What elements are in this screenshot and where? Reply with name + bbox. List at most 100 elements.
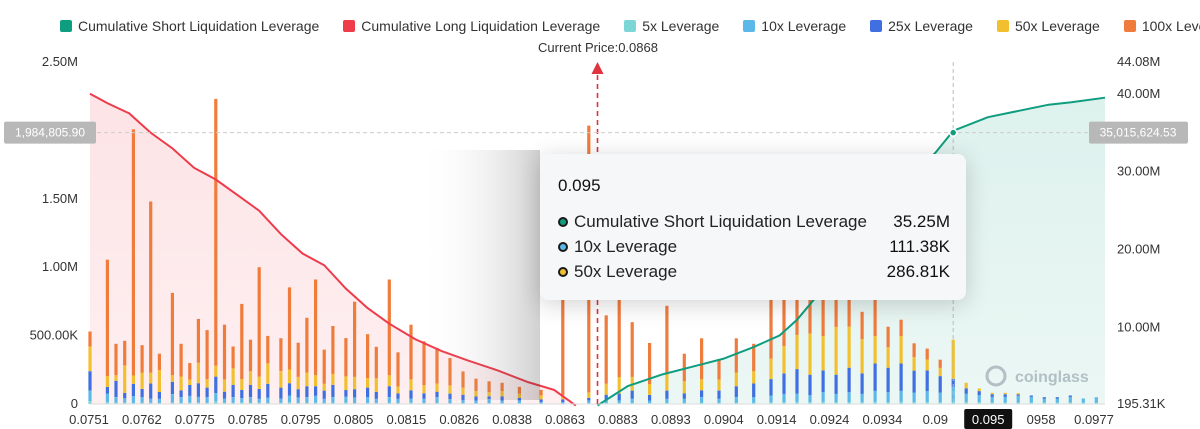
bar-segment: [157, 392, 161, 399]
bar-segment: [847, 326, 851, 368]
x-axis-tick-label: 0.095: [972, 412, 1005, 427]
bar-segment: [938, 367, 942, 377]
bar-segment: [366, 334, 370, 378]
bar-segment: [717, 402, 721, 404]
bar-segment: [821, 336, 825, 371]
bar-segment: [287, 369, 292, 384]
bar-segment: [1029, 396, 1033, 403]
bar-segment: [873, 336, 877, 364]
bar-segment: [886, 401, 890, 404]
legend-swatch: [996, 20, 1009, 32]
tooltip-row-value: 111.38K: [889, 237, 950, 256]
bar-segment: [287, 402, 292, 404]
legend-item-5x[interactable]: 5x Leverage: [624, 18, 719, 34]
bar-segment: [105, 393, 109, 402]
legend-item-50x[interactable]: 50x Leverage: [996, 18, 1100, 34]
legend-label: 5x Leverage: [642, 18, 720, 34]
x-axis-tick-label: 0.0785: [228, 412, 268, 427]
bar-segment: [287, 287, 292, 370]
bar-segment: [188, 363, 192, 380]
x-axis-tick-label: 0.0762: [122, 412, 162, 427]
left-axis-tick-label: 500.00K: [30, 328, 79, 343]
bar-segment: [196, 396, 200, 403]
bar-segment: [149, 398, 153, 403]
legend-item-100x[interactable]: 100x Leverage: [1123, 18, 1200, 34]
bar-segment: [951, 402, 955, 404]
bar-segment: [196, 318, 200, 363]
bar-segment: [717, 359, 721, 380]
bar-segment: [873, 363, 877, 391]
bar-segment: [105, 376, 109, 387]
bar-segment: [396, 398, 400, 403]
tooltip-row-value: 286.81K: [886, 262, 950, 281]
bar-segment: [964, 388, 968, 394]
legend-item-10x[interactable]: 10x Leverage: [743, 18, 846, 34]
bar-segment: [366, 397, 370, 403]
bar-segment: [682, 393, 686, 399]
legend-swatch: [870, 20, 883, 32]
bar-segment: [179, 376, 183, 391]
right-axis-tick-label: 30.00M: [1117, 164, 1160, 179]
x-axis-tick-label: 0.0815: [386, 412, 426, 427]
right-axis-tick-label: 10.00M: [1117, 320, 1160, 335]
bar-segment: [1029, 395, 1033, 397]
left-axis-tick-label: 1.50M: [42, 191, 78, 206]
bar-segment: [1016, 402, 1020, 404]
bar-segment: [1003, 394, 1007, 397]
bar-segment: [279, 398, 283, 403]
legend-item-cumulative-short[interactable]: Cumulative Short Liquidation Leverage: [60, 18, 319, 34]
bar-segment: [700, 390, 704, 398]
bar-segment: [782, 393, 786, 403]
bar-segment: [938, 359, 942, 368]
bar-segment: [374, 398, 378, 403]
bar-segment: [1055, 397, 1059, 399]
crosshair-right-badge: [1089, 121, 1188, 144]
bar-segment: [808, 333, 812, 375]
bar-segment: [123, 398, 127, 403]
bar-segment: [305, 317, 309, 373]
bar-segment: [847, 292, 851, 327]
bar-segment: [205, 402, 209, 404]
bar-segment: [131, 383, 135, 397]
long-area: [90, 93, 576, 406]
bar-segment: [977, 391, 981, 396]
tooltip-row-value: 35.25M: [893, 212, 950, 231]
chart-legend: Cumulative Short Liquidation Leverage Cu…: [60, 18, 1200, 34]
bar-segment: [88, 390, 92, 402]
bar-segment: [1068, 395, 1072, 397]
bar-segment: [248, 402, 253, 404]
bar-segment: [353, 376, 357, 390]
legend-item-cumulative-long[interactable]: Cumulative Long Liquidation Leverage: [343, 18, 600, 34]
bar-segment: [88, 331, 92, 347]
bar-segment: [587, 397, 591, 401]
crosshair-left-badge: [4, 121, 96, 144]
bar-segment: [847, 401, 851, 404]
bar-segment: [374, 402, 378, 404]
bar-segment: [734, 397, 738, 403]
bar-segment: [752, 397, 756, 403]
x-axis-tick-label: 0958: [1027, 412, 1056, 427]
bar-segment: [500, 400, 504, 404]
bar-segment: [860, 311, 864, 340]
bar-segment: [409, 398, 413, 403]
bar-segment: [617, 393, 621, 401]
bar-segment: [387, 375, 391, 387]
bar-segment: [1094, 402, 1098, 404]
bar-segment: [222, 379, 227, 392]
legend-swatch: [743, 20, 756, 32]
bar-segment: [322, 398, 326, 403]
bar-segment: [700, 397, 704, 403]
bar-segment: [123, 392, 127, 399]
bar-segment: [222, 324, 227, 380]
bar-segment: [374, 378, 378, 392]
bar-segment: [795, 401, 799, 404]
bar-segment: [1094, 397, 1098, 403]
legend-item-25x[interactable]: 25x Leverage: [870, 18, 973, 34]
bar-segment: [131, 396, 135, 403]
bar-segment: [214, 365, 218, 377]
x-highlight-badge: [964, 409, 1013, 429]
bar-segment: [222, 398, 227, 403]
bar-segment: [517, 400, 521, 404]
bar-segment: [157, 402, 161, 404]
bar-segment: [782, 373, 786, 394]
